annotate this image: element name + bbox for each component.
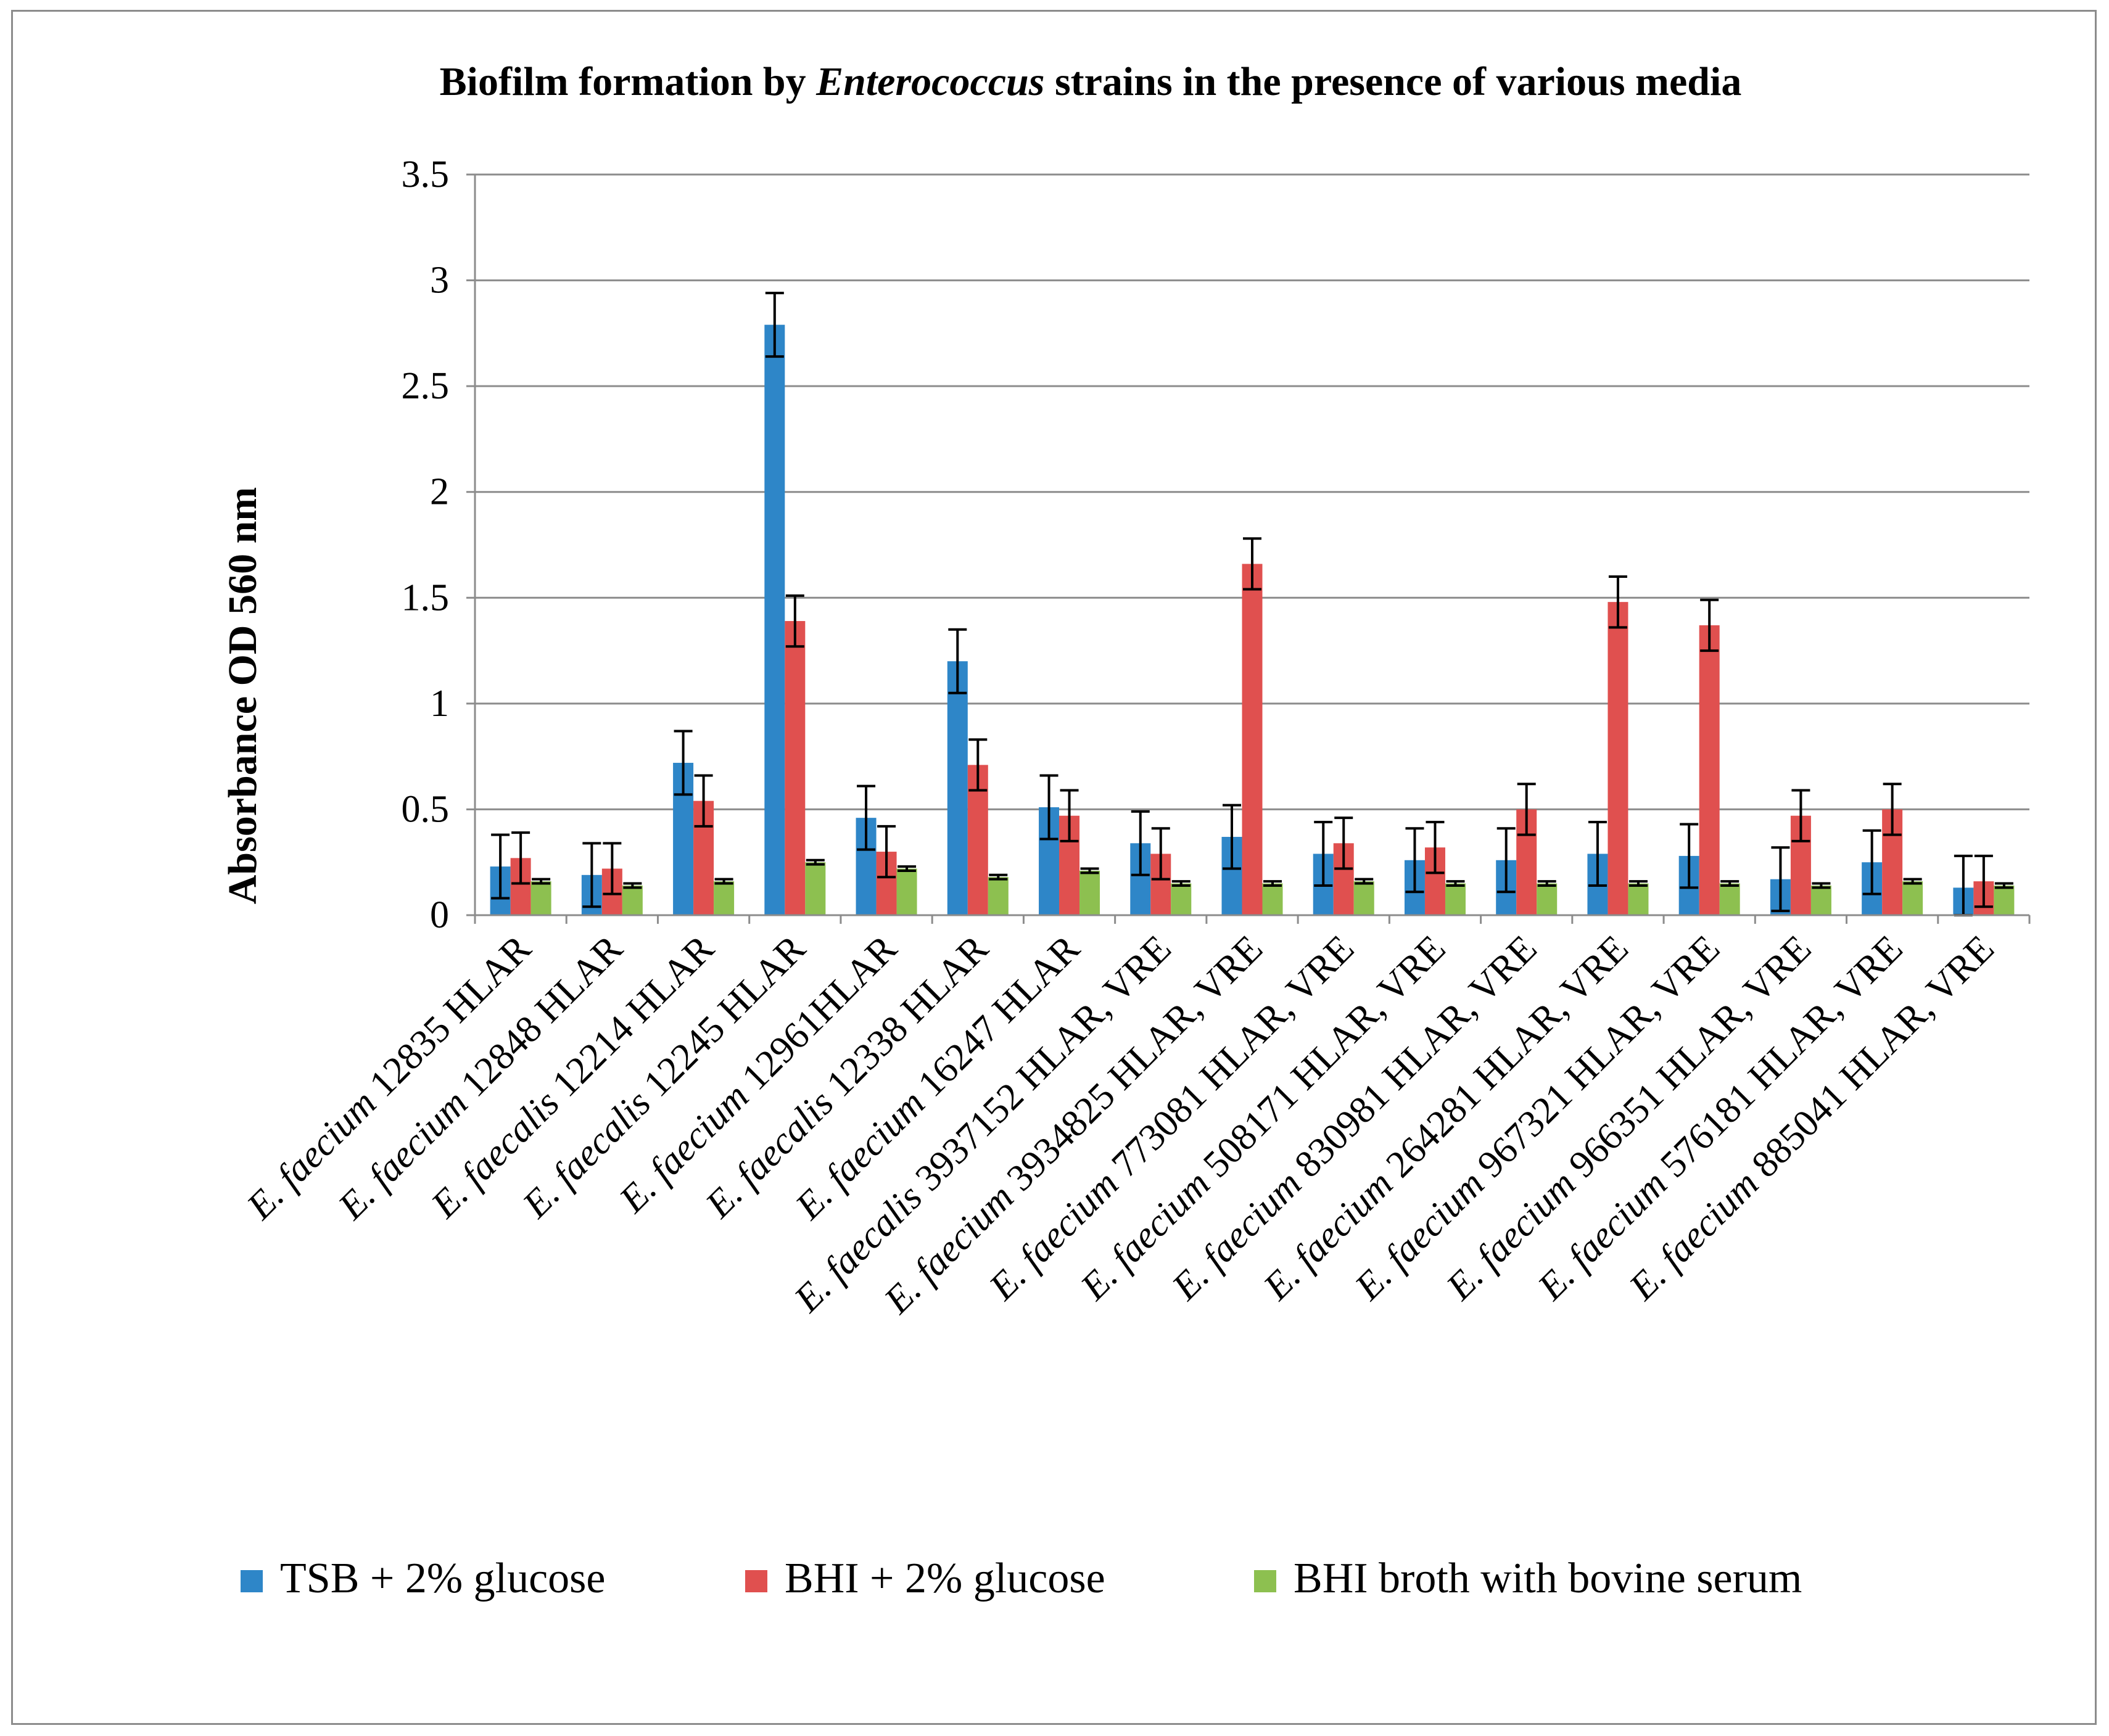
axes — [474, 175, 2031, 924]
bar-3-3 — [714, 881, 735, 915]
y-tick-label: 0.5 — [402, 788, 450, 830]
bar-1-6 — [947, 661, 968, 915]
y-tick-label: 2 — [430, 471, 449, 513]
bar-2-4 — [785, 621, 806, 915]
bar-2-9 — [1242, 564, 1263, 915]
bar-3-2 — [622, 885, 643, 915]
bar-2-14 — [1699, 625, 1720, 915]
gridlines — [475, 173, 2029, 810]
y-tick-label: 3 — [430, 260, 449, 302]
bar-3-14 — [1719, 883, 1740, 915]
bar-3-9 — [1262, 883, 1283, 915]
y-axis-ticks: 0 0.5 1 1.5 2 2.5 3 3.5 — [402, 154, 475, 936]
bar-3-13 — [1628, 883, 1649, 915]
legend-label: BHI + 2% glucose — [785, 1555, 1105, 1602]
bar-3-4 — [805, 862, 826, 915]
y-tick-label: 1.5 — [402, 577, 450, 619]
title-part-1: Biofilm formation by — [440, 59, 816, 104]
y-tick-label: 2.5 — [402, 365, 450, 407]
bar-3-6 — [988, 877, 1009, 915]
legend: TSB + 2% glucose BHI + 2% glucose BHI brot… — [241, 1555, 1802, 1602]
y-tick-label: 0 — [430, 894, 449, 936]
bar-2-13 — [1608, 602, 1628, 915]
bar-3-8 — [1171, 883, 1192, 915]
bar-3-16 — [1902, 881, 1923, 915]
legend-label: TSB + 2% glucose — [280, 1555, 606, 1602]
bar-1-4 — [764, 324, 785, 915]
legend-swatch — [745, 1570, 767, 1592]
y-axis-label: Absorbance OD 560 nm — [220, 487, 265, 905]
bar-3-1 — [530, 881, 551, 915]
legend-swatch — [241, 1570, 263, 1592]
y-tick-label: 1 — [430, 683, 449, 725]
y-tick-label: 3.5 — [402, 154, 450, 195]
bar-3-7 — [1079, 870, 1100, 915]
bar-3-15 — [1810, 885, 1831, 915]
chart-title: Biofilm formation by Enterococcus strain… — [440, 59, 1742, 104]
bars — [490, 292, 2015, 916]
bar-3-5 — [896, 868, 917, 915]
legend-swatch — [1254, 1570, 1276, 1592]
title-part-3: strains in the presence of various media — [1044, 59, 1741, 104]
legend-label: BHI broth with bovine serum — [1294, 1555, 1802, 1602]
title-part-2: Enterococcus — [815, 59, 1044, 104]
bar-3-12 — [1537, 883, 1558, 915]
bar-3-11 — [1445, 883, 1466, 915]
bar-3-17 — [1994, 885, 2015, 915]
bar-3-10 — [1353, 881, 1374, 915]
